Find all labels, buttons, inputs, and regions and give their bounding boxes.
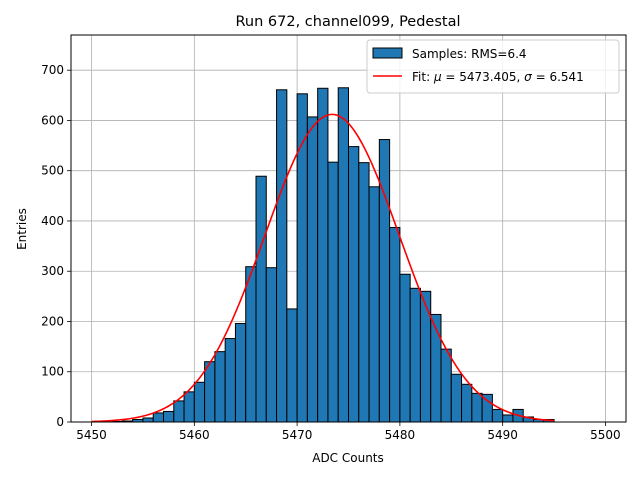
histogram-bar xyxy=(245,266,257,423)
histogram-bar xyxy=(471,392,483,423)
chart-title: Run 672, channel099, Pedestal xyxy=(235,14,460,30)
histogram-bar xyxy=(276,89,288,423)
fit-curve-group xyxy=(91,113,555,423)
histogram-bar xyxy=(173,400,185,423)
histogram-bar xyxy=(378,139,391,423)
histogram-bar xyxy=(234,322,247,423)
histogram-bar xyxy=(358,162,370,423)
legend-fit-prefix: Fit: xyxy=(412,70,434,84)
y-tick-label: 500 xyxy=(41,164,64,178)
y-tick-label: 400 xyxy=(41,214,64,228)
histogram-bar xyxy=(491,408,504,423)
legend-fit-mu-value: = 5473.405, xyxy=(442,70,525,84)
legend-fit-mu-symbol: μ xyxy=(433,70,442,84)
histogram-bar xyxy=(389,226,401,423)
histogram-bar xyxy=(348,146,360,423)
y-axis-ticks: 0 100 200 300 400 500 600 700 xyxy=(41,63,71,429)
histogram-bar xyxy=(255,175,267,423)
y-tick-label: 600 xyxy=(41,113,64,127)
histogram-bar xyxy=(224,338,236,423)
histogram-bar xyxy=(368,186,380,423)
legend-box xyxy=(366,39,620,94)
histogram-bar xyxy=(502,414,514,423)
y-tick-label: 200 xyxy=(41,314,64,328)
histogram-bar xyxy=(193,381,206,423)
legend-hist-label: Samples: RMS=6.4 xyxy=(412,47,527,61)
x-tick-label: 5500 xyxy=(590,428,621,442)
histogram-bar xyxy=(214,351,226,423)
histogram-bar xyxy=(317,87,329,423)
histogram-bar xyxy=(409,287,421,423)
x-axis-title: ADC Counts xyxy=(312,451,384,465)
histogram-bar xyxy=(440,348,452,423)
y-tick-label: 300 xyxy=(41,264,64,278)
histogram-bar xyxy=(419,290,432,423)
fit-curve xyxy=(91,113,555,423)
legend-hist-swatch xyxy=(372,47,403,59)
legend-fit-sigma-symbol: σ xyxy=(524,70,532,84)
histogram-bar xyxy=(327,161,339,423)
histogram-bar xyxy=(286,308,298,423)
histogram-bar xyxy=(204,361,216,423)
y-tick-label: 700 xyxy=(41,63,64,77)
histogram-bar xyxy=(163,410,175,423)
legend-fit-sigma-value: = 6.541 xyxy=(532,70,584,84)
x-tick-label: 5470 xyxy=(282,428,313,442)
y-tick-label: 0 xyxy=(56,415,64,429)
x-tick-label: 5480 xyxy=(385,428,416,442)
legend-fit-label: Fit: μ = 5473.405, σ = 6.541 xyxy=(412,70,584,84)
histogram-bar xyxy=(152,412,165,423)
histogram-bar xyxy=(461,383,473,423)
histogram-bar xyxy=(142,417,154,423)
x-tick-label: 5490 xyxy=(487,428,518,442)
y-axis-title: Entries xyxy=(15,208,29,250)
histogram-bar xyxy=(430,313,442,423)
histogram-bar xyxy=(265,267,278,423)
histogram-bar xyxy=(337,87,350,423)
x-tick-label: 5460 xyxy=(179,428,210,442)
x-tick-label: 5450 xyxy=(76,428,107,442)
x-axis-ticks: 5450 5460 5470 5480 5490 5500 xyxy=(76,422,621,442)
histogram-bar xyxy=(450,373,463,423)
histogram-bar xyxy=(306,116,319,423)
y-tick-label: 100 xyxy=(41,365,64,379)
histogram-bar xyxy=(183,391,195,423)
histogram-bar xyxy=(399,273,411,423)
legend: Samples: RMS=6.4 Fit: μ = 5473.405, σ = … xyxy=(366,39,620,94)
plot-frame xyxy=(70,34,627,423)
